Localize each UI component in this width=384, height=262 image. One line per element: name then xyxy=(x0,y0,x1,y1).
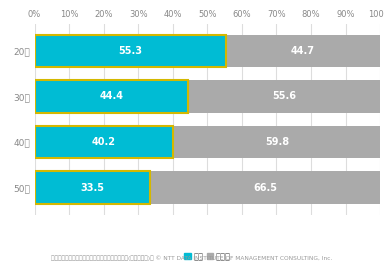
Text: 66.5: 66.5 xyxy=(253,183,277,193)
Text: 55.3: 55.3 xyxy=(118,46,142,56)
Bar xyxy=(174,125,380,158)
Bar xyxy=(188,80,380,113)
Bar xyxy=(35,80,188,113)
Text: 55.6: 55.6 xyxy=(272,91,296,101)
Text: 44.4: 44.4 xyxy=(99,91,123,101)
Bar xyxy=(35,35,226,67)
Legend: はい, いいえ: はい, いいえ xyxy=(181,249,234,262)
Bar xyxy=(35,35,226,67)
Text: 59.8: 59.8 xyxy=(265,137,289,147)
Bar xyxy=(35,125,174,158)
Bar xyxy=(35,80,188,113)
Bar xyxy=(226,35,380,67)
Text: 40.2: 40.2 xyxy=(92,137,116,147)
Bar xyxy=(35,125,174,158)
Text: 33.5: 33.5 xyxy=(80,183,104,193)
Bar xyxy=(150,171,380,204)
Bar xyxy=(35,171,150,204)
Text: 44.7: 44.7 xyxy=(291,46,315,56)
Text: 「加入する際、複数の保険会社で比較検討したか(加入者対象)」 © NTT DATA INSTITUTE OF MANAGEMENT CONSULTING, In: 「加入する際、複数の保険会社で比較検討したか(加入者対象)」 © NTT DAT… xyxy=(51,255,333,261)
Bar xyxy=(35,171,150,204)
